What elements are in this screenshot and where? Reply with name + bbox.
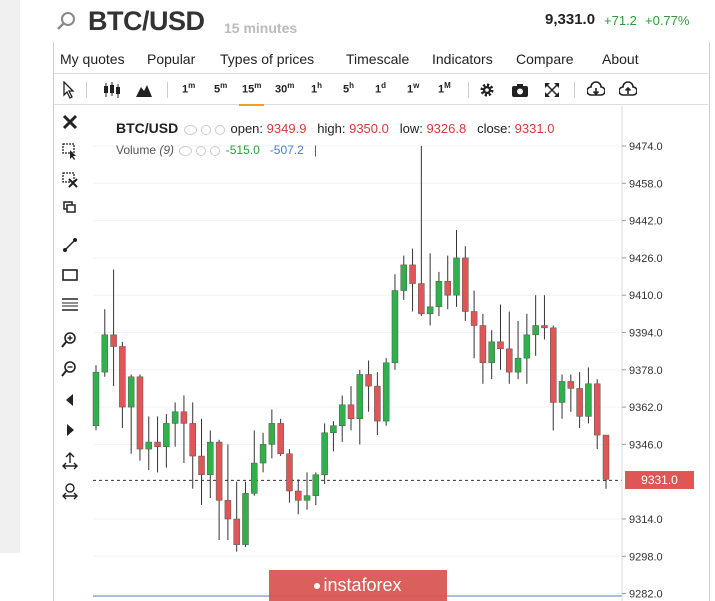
eye-icon[interactable]	[179, 145, 193, 156]
timeframe-1w[interactable]: 1w	[407, 81, 420, 96]
volume-value-2: -507.2	[269, 143, 304, 157]
open-label: open:	[230, 121, 264, 136]
menu-types-of-prices[interactable]: Types of prices	[220, 51, 315, 67]
hlines-icon[interactable]	[61, 295, 79, 313]
close-icon[interactable]	[61, 113, 79, 131]
mountain-icon[interactable]	[136, 81, 152, 99]
menu-timescale[interactable]: Timescale	[346, 51, 410, 67]
toolbar: 1m 5m 15m 30m 1h 5h 1d 1w 1M	[54, 74, 708, 106]
gear-icon[interactable]	[479, 81, 495, 99]
current-price-tag: 9331.0	[625, 471, 694, 489]
left-gutter	[0, 0, 20, 553]
rectangle-icon[interactable]	[61, 266, 79, 284]
price-change-percent: +0.77%	[645, 13, 690, 28]
volume-legend: Volume (9) -515.0 -507.2 |	[116, 143, 317, 157]
toolbar-divider	[167, 82, 168, 98]
high-value: 9350.0	[349, 121, 389, 136]
upload-icon[interactable]	[619, 81, 637, 99]
timeframe-1d[interactable]: 1d	[375, 81, 387, 96]
last-price: 9,331.0	[545, 11, 596, 28]
chart-frame	[53, 42, 710, 601]
zoom-in-icon[interactable]	[61, 331, 79, 349]
open-value: 9349.9	[266, 121, 307, 136]
volume-value-1: -515.0	[225, 143, 260, 157]
settings-icon[interactable]	[214, 124, 225, 135]
timeframe-1h[interactable]: 1h	[311, 81, 323, 96]
close-value: 9331.0	[514, 121, 555, 136]
toolbar-divider	[86, 82, 87, 98]
menu-popular[interactable]: Popular	[147, 51, 196, 67]
scroll-right-icon[interactable]	[61, 421, 79, 439]
zoom-out-icon[interactable]	[61, 360, 79, 378]
drag-icon[interactable]	[61, 452, 79, 470]
cursor-icon[interactable]	[62, 81, 76, 99]
pair-interval: 15 minutes	[224, 20, 298, 36]
menu-about[interactable]: About	[602, 51, 639, 67]
high-label: high:	[317, 121, 346, 136]
menu-indicators[interactable]: Indicators	[432, 51, 493, 67]
timeframe-15m[interactable]: 15m	[238, 81, 265, 106]
copy-icon[interactable]	[61, 199, 79, 217]
eye-icon[interactable]	[183, 124, 197, 135]
crossout-icon[interactable]	[61, 171, 79, 189]
candlestick-icon[interactable]	[103, 81, 121, 99]
menu-compare[interactable]: Compare	[516, 51, 574, 67]
timeframe-5m[interactable]: 5m	[214, 81, 228, 96]
toolbar-divider	[468, 82, 469, 98]
scroll-left-icon[interactable]	[61, 391, 79, 409]
download-icon[interactable]	[587, 81, 605, 99]
search-icon[interactable]	[56, 11, 76, 31]
fullscreen-icon[interactable]	[544, 81, 560, 99]
menu-my-quotes[interactable]: My quotes	[60, 51, 125, 67]
pair-title: BTC/USD	[88, 6, 205, 36]
volume-period: (9)	[159, 143, 175, 157]
timeframe-1M[interactable]: 1M	[438, 81, 451, 96]
watermark-text: instaforex	[323, 575, 402, 595]
low-label: low:	[399, 121, 423, 136]
ohlc-legend: BTC/USD open: 9349.9 high: 9350.0 low: 9…	[116, 120, 554, 136]
low-value: 9326.8	[426, 121, 467, 136]
settings-icon[interactable]	[196, 145, 207, 156]
instaforex-watermark: instaforex	[269, 570, 447, 601]
volume-label: Volume	[116, 143, 157, 157]
reset-icon[interactable]	[61, 482, 79, 500]
volume-separator: |	[313, 143, 317, 157]
main-menu: My quotes Popular Types of prices Timesc…	[54, 43, 708, 74]
price-change: +71.2	[604, 13, 637, 28]
timeframe-30m[interactable]: 30m	[275, 81, 295, 96]
timeframe-5h[interactable]: 5h	[343, 81, 355, 96]
line-icon[interactable]	[61, 236, 79, 254]
select-icon[interactable]	[61, 142, 79, 160]
toolbar-divider	[574, 82, 575, 98]
camera-icon[interactable]	[511, 81, 529, 99]
legend-symbol: BTC/USD	[116, 120, 179, 136]
settings-icon[interactable]	[210, 145, 221, 156]
logo-dot-icon	[314, 583, 321, 590]
settings-icon[interactable]	[200, 124, 211, 135]
close-label: close:	[477, 121, 512, 136]
timeframe-1m[interactable]: 1m	[182, 81, 196, 96]
